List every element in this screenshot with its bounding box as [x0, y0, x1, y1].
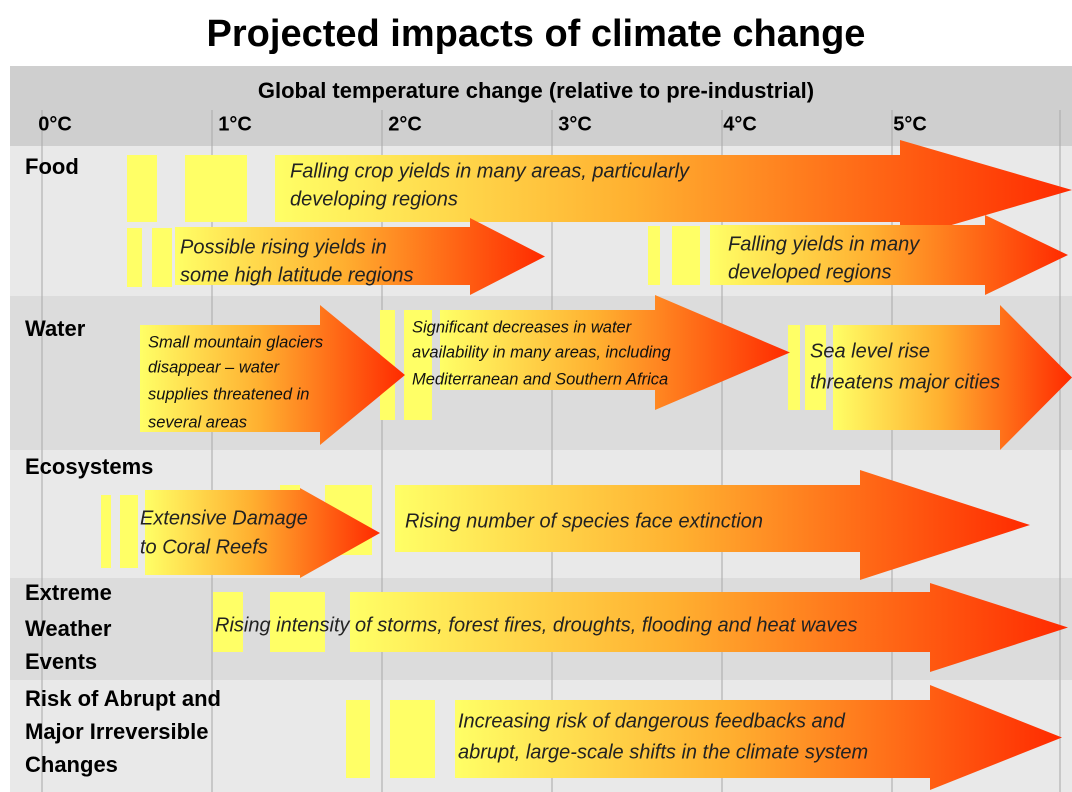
row-label: Extreme	[25, 580, 112, 605]
row-label: Events	[25, 649, 97, 674]
impact-text: Increasing risk of dangerous feedbacks a…	[458, 710, 846, 732]
impact-text: to Coral Reefs	[140, 536, 268, 558]
impact-text: developed regions	[728, 261, 891, 283]
impact-text: Mediterranean and Southern Africa	[412, 370, 668, 388]
impact-text: threatens major cities	[810, 371, 1000, 393]
arrow	[350, 583, 1068, 672]
marker-bar	[101, 495, 111, 568]
tick-label: 1°C	[218, 113, 252, 135]
title: Projected impacts of climate change	[207, 13, 866, 55]
row-label: Changes	[25, 752, 118, 777]
impact-text: developing regions	[290, 188, 458, 210]
impact-text: availability in many areas, including	[412, 343, 671, 361]
marker-bar	[672, 226, 700, 285]
arrow	[175, 218, 545, 295]
impact-text: some high latitude regions	[180, 264, 413, 286]
row-label: Ecosystems	[25, 454, 153, 479]
marker-bar	[390, 700, 435, 778]
impact-text: Falling crop yields in many areas, parti…	[290, 160, 690, 182]
marker-bar	[270, 592, 325, 652]
row-label: Water	[25, 316, 86, 341]
arrow	[275, 140, 1072, 240]
tick-label: 2°C	[388, 113, 422, 135]
marker-bar	[120, 495, 138, 568]
impact-text: Rising intensity of storms, forest fires…	[215, 614, 858, 636]
row-label: Weather	[25, 616, 112, 641]
impact-text: Rising number of species face extinction	[405, 510, 763, 532]
header-band	[10, 66, 1072, 146]
tick-label: 0°C	[38, 113, 72, 135]
impact-text: Small mountain glaciers	[148, 333, 323, 351]
marker-bar	[805, 325, 826, 410]
tick-label: 5°C	[893, 113, 927, 135]
arrow	[440, 295, 790, 410]
tick-label: 3°C	[558, 113, 592, 135]
marker-bar	[213, 592, 243, 652]
arrow	[833, 305, 1072, 450]
marker-bar	[648, 226, 660, 285]
arrow	[145, 488, 380, 578]
arrow	[395, 470, 1030, 580]
impact-text: Falling yields in many	[728, 233, 920, 255]
header-label: Global temperature change (relative to p…	[258, 78, 814, 103]
impact-text: Extensive Damage	[140, 507, 308, 529]
impact-text: Possible rising yields in	[180, 236, 387, 258]
impact-text: several areas	[148, 413, 247, 431]
marker-bar	[152, 228, 172, 287]
arrow	[710, 215, 1068, 295]
impact-text: supplies threatened in	[148, 385, 309, 403]
row-label: Risk of Abrupt and	[25, 686, 221, 711]
arrow	[455, 685, 1062, 790]
impact-text: disappear – water	[148, 358, 281, 376]
marker-bar	[404, 310, 432, 420]
arrow	[140, 305, 405, 445]
marker-bar	[185, 155, 247, 222]
impact-text: abrupt, large-scale shifts in the climat…	[458, 741, 868, 763]
row-label: Major Irreversible	[25, 719, 208, 744]
marker-bar	[346, 700, 370, 778]
marker-bar	[788, 325, 800, 410]
impact-text: Sea level rise	[810, 340, 930, 362]
tick-label: 4°C	[723, 113, 757, 135]
marker-bar	[127, 155, 157, 222]
impact-text: Significant decreases in water	[412, 318, 633, 336]
content: 0°C 1°C 2°C 3°C 4°C 5°C Food Water Ecosystems Ext…	[25, 110, 1072, 792]
row-label: Food	[25, 154, 79, 179]
marker-bar	[127, 228, 142, 287]
